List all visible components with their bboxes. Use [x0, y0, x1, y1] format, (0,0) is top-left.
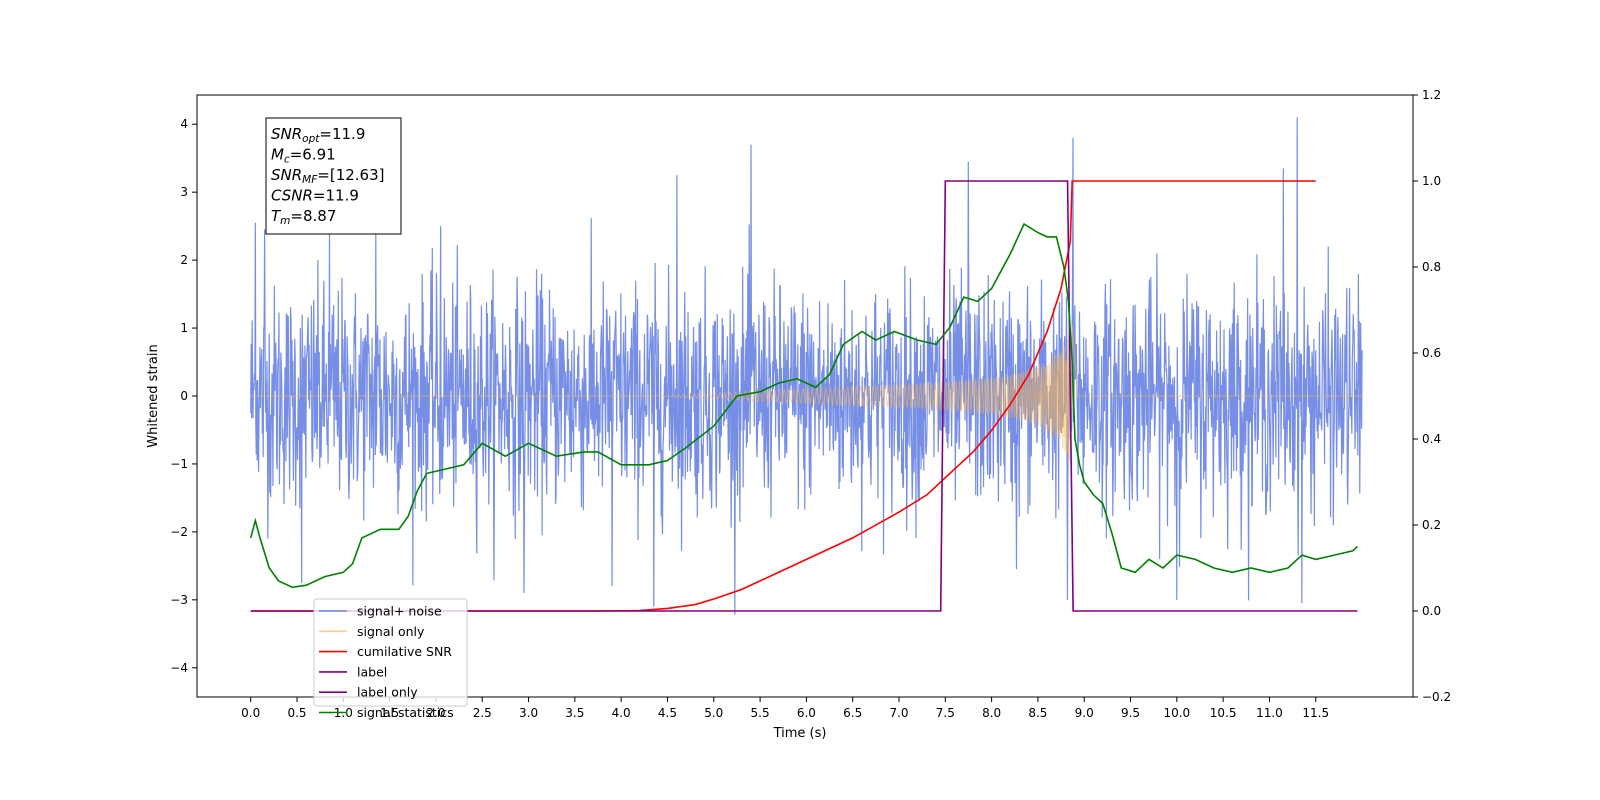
annotation-line: Tm=8.87 [271, 207, 336, 227]
y2-tick-label: 1.2 [1422, 88, 1441, 102]
x-tick-label: 3.0 [519, 706, 538, 720]
x-axis-label: Time (s) [773, 726, 827, 741]
y2-tick-label: 0.6 [1422, 346, 1441, 360]
x-tick-label: 8.5 [1028, 706, 1047, 720]
x-tick-label: 0.5 [287, 706, 306, 720]
x-tick-label: 11.5 [1302, 706, 1329, 720]
y2-tick-label: 1.0 [1422, 174, 1441, 188]
annotation-line: Mc=6.91 [271, 146, 336, 166]
series-signal-noise [250, 117, 1363, 615]
y2-tick-label: 0.8 [1422, 260, 1441, 274]
series-signal-statistics [249, 222, 1358, 589]
annotation-line: SNRopt=11.9 [271, 125, 365, 145]
annotation-frame [265, 117, 402, 235]
legend-label: signal only [357, 624, 425, 639]
y-tick-label: 1 [180, 321, 188, 335]
y2-tick-label: 0.0 [1422, 604, 1441, 618]
x-tick-label: 10.0 [1163, 706, 1190, 720]
x-tick-label: 1.5 [380, 706, 399, 720]
x-tick-label: 11.0 [1256, 706, 1283, 720]
x-tick-label: 8.0 [982, 706, 1001, 720]
annotation-line: SNRMF=[12.63] [271, 166, 385, 186]
legend-frame [313, 598, 468, 707]
x-tick-label: 5.5 [751, 706, 770, 720]
legend-label: signal+ noise [357, 604, 442, 619]
stats-annotation-box: SNRopt=11.9Mc=6.91SNRMF=[12.63]CSNR=11.9… [265, 117, 402, 235]
x-tick-label: 4.5 [658, 706, 677, 720]
y-tick-label: −3 [170, 593, 188, 607]
legend-label: cumilative SNR [357, 644, 452, 659]
x-tick-label: 7.0 [889, 706, 908, 720]
legend-label: signal statistics [357, 705, 454, 720]
y-tick-label: 3 [180, 185, 188, 199]
y-axis-left: −4 −3 −2 −1 0 1 2 3 4 [170, 117, 197, 675]
x-tick-label: 0.0 [241, 706, 260, 720]
y-tick-label: 2 [180, 253, 188, 267]
x-tick-label: 9.5 [1121, 706, 1140, 720]
y-axis-right: −0.2 0.0 0.2 0.4 0.6 0.8 1.0 1.2 [1413, 88, 1451, 704]
x-tick-label: 2.0 [426, 706, 445, 720]
y-tick-label: −2 [170, 525, 188, 539]
x-tick-label: 6.0 [797, 706, 816, 720]
x-tick-label: 4.0 [612, 706, 631, 720]
x-axis: 0.0 0.5 1.0 1.5 2.0 2.5 3.0 3.5 4.0 4.5 5.0 5.5 6.0 6… [241, 697, 1329, 720]
x-tick-label: 3.5 [565, 706, 584, 720]
y2-tick-label: −0.2 [1422, 690, 1451, 704]
series-label [250, 180, 1358, 612]
legend-label: label [357, 664, 387, 679]
legend: signal+ noise signal only cumilative SNR la… [313, 598, 468, 720]
plot-area [249, 117, 1363, 615]
legend-label: label only [357, 685, 418, 700]
x-tick-label: 9.0 [1075, 706, 1094, 720]
series-signal-only [250, 326, 1363, 463]
series-cumilative-snr [250, 180, 1316, 612]
x-tick-label: 7.5 [936, 706, 955, 720]
x-tick-label: 10.5 [1210, 706, 1237, 720]
y2-tick-label: 0.2 [1422, 518, 1441, 532]
x-tick-label: 2.5 [473, 706, 492, 720]
y-tick-label: 0 [180, 389, 188, 403]
y-tick-label: −4 [170, 661, 188, 675]
y-tick-label: 4 [180, 117, 188, 131]
y-tick-label: −1 [170, 457, 188, 471]
annotation-line: CSNR=11.9 [271, 187, 359, 205]
y-axis-label: Whitened strain [146, 344, 161, 447]
x-tick-label: 5.0 [704, 706, 723, 720]
y2-tick-label: 0.4 [1422, 432, 1441, 446]
x-tick-label: 6.5 [843, 706, 862, 720]
